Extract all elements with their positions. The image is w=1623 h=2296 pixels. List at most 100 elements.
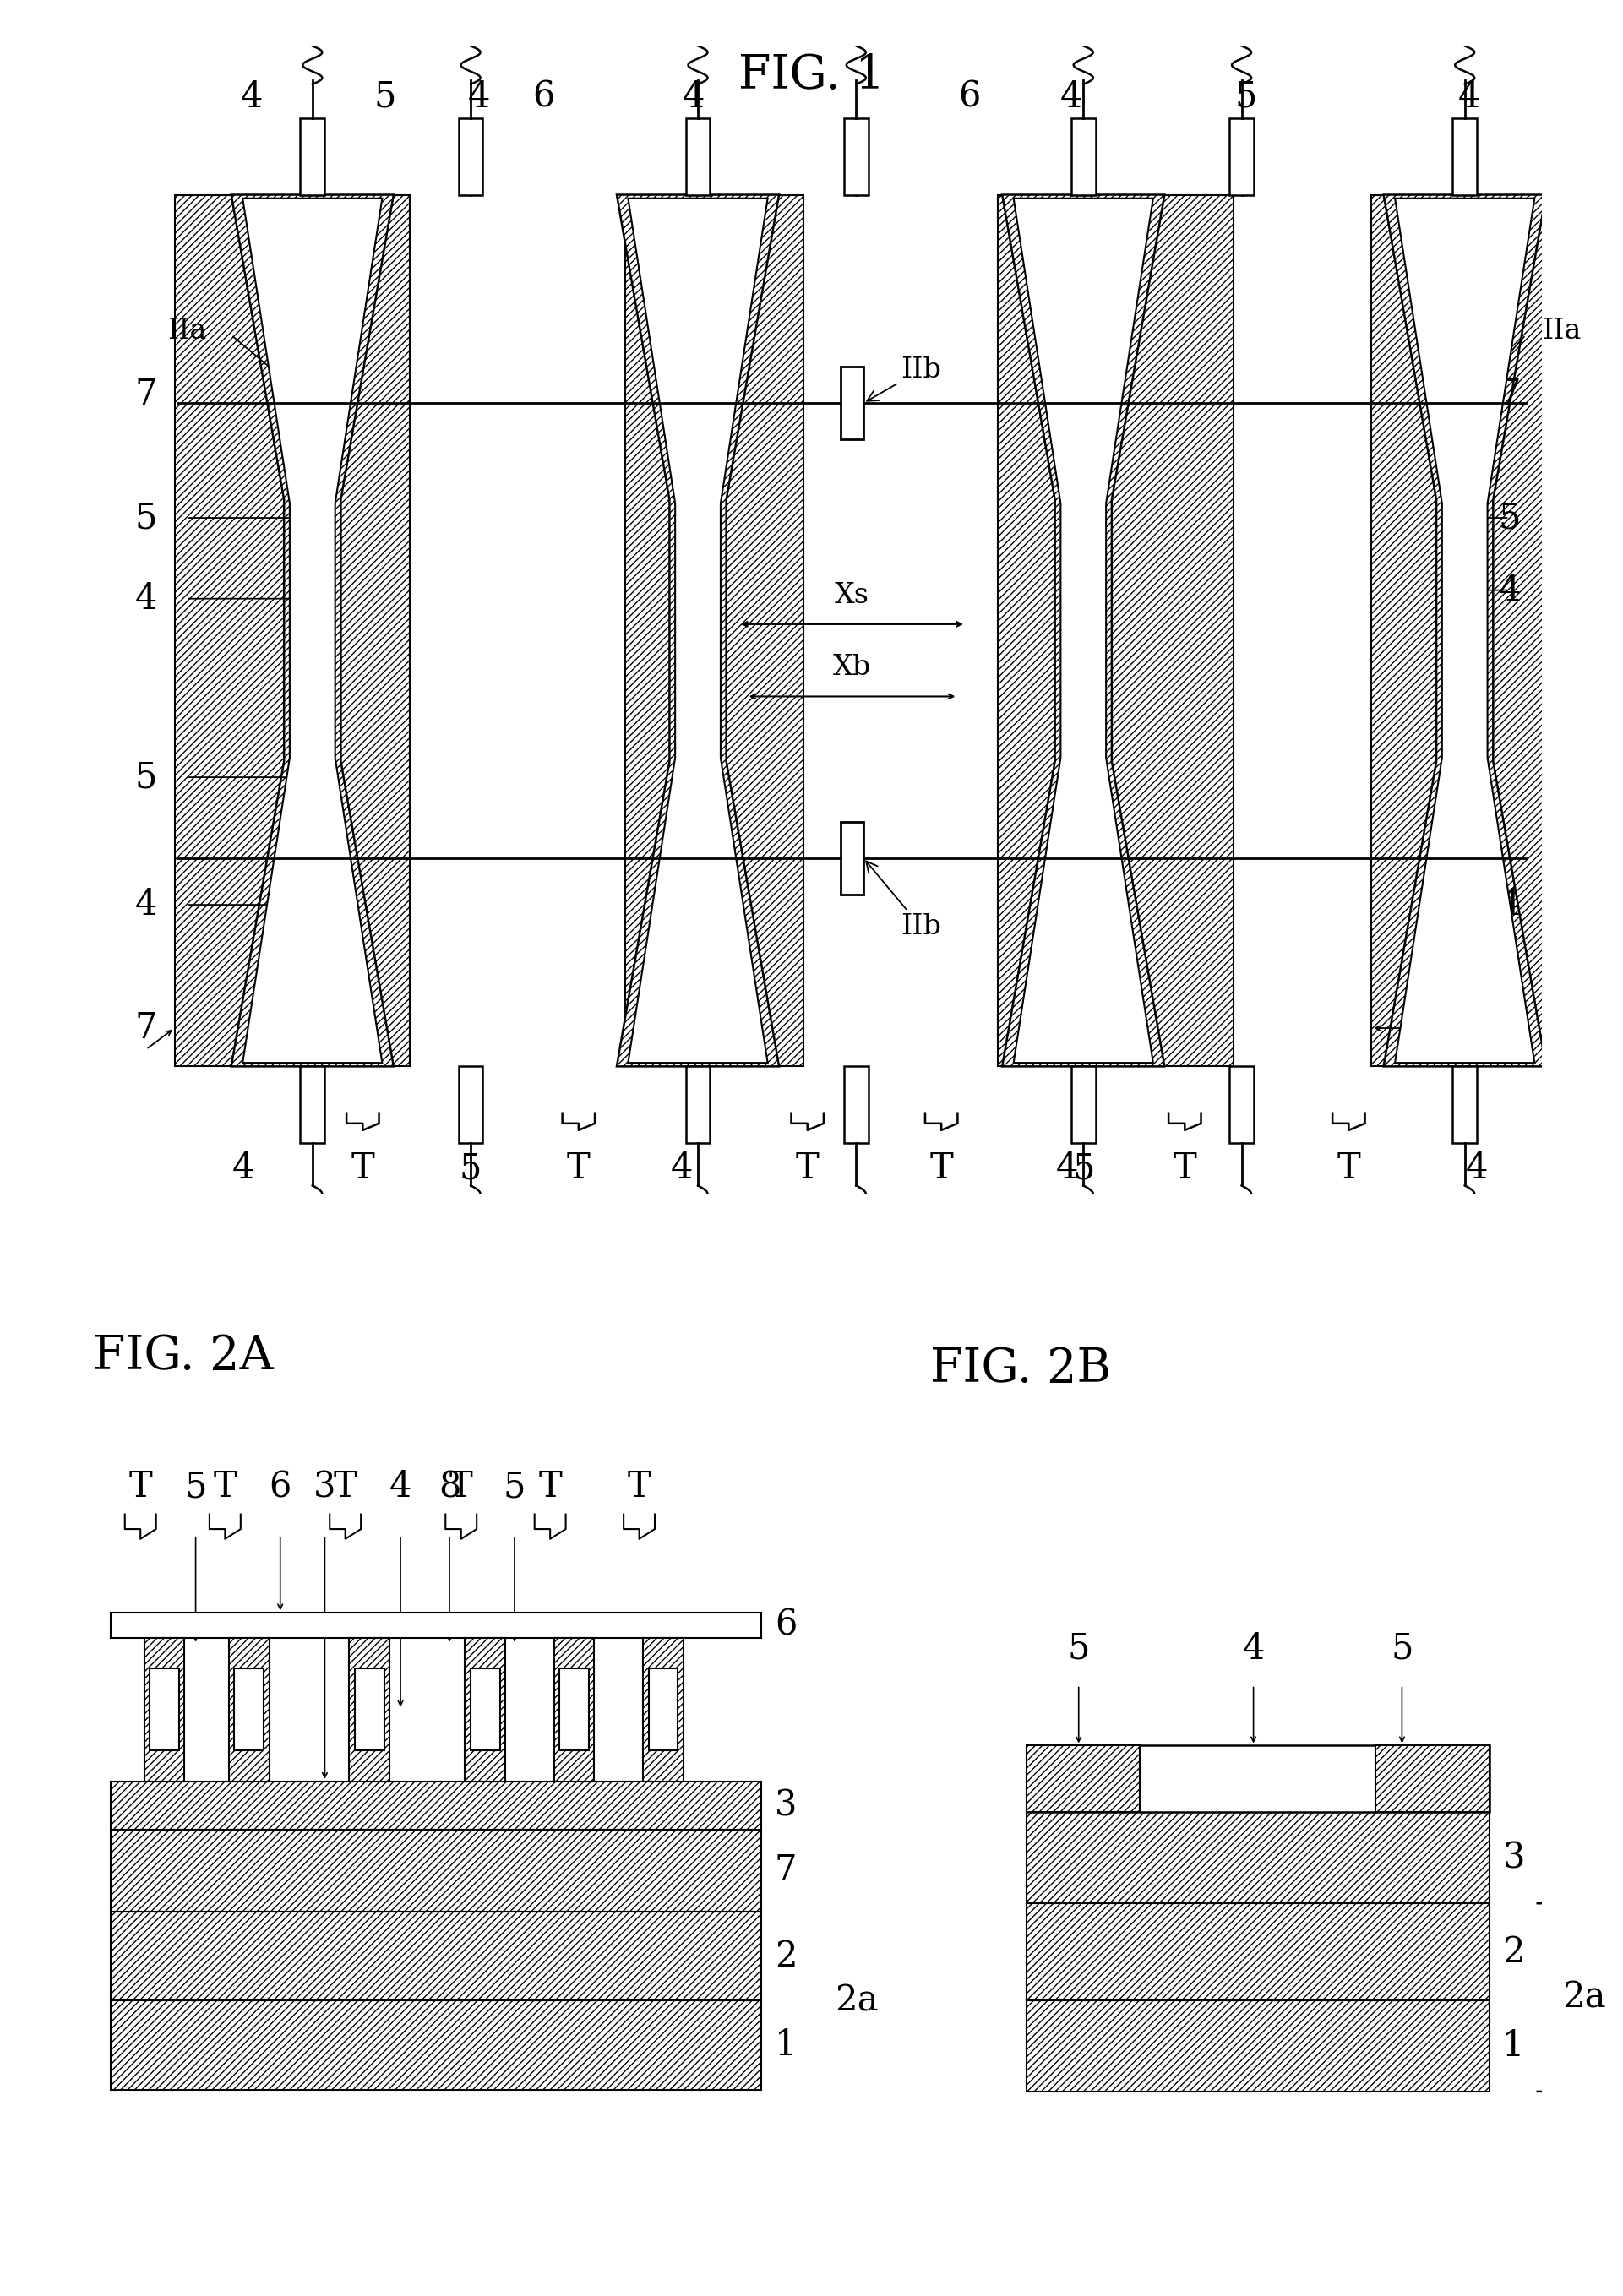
Polygon shape <box>1376 1745 1490 1812</box>
Text: 3: 3 <box>1503 1839 1526 1876</box>
Text: 4: 4 <box>1498 886 1521 923</box>
Polygon shape <box>175 195 409 1065</box>
Text: IIb: IIb <box>867 356 941 402</box>
Bar <box>234 1669 265 1750</box>
Text: FIG. 2B: FIG. 2B <box>930 1345 1112 1391</box>
Text: 5: 5 <box>135 501 157 535</box>
Text: T: T <box>1337 1150 1360 1187</box>
Text: T: T <box>539 1469 562 1504</box>
Text: IIa: IIa <box>167 317 206 344</box>
Text: 4: 4 <box>683 78 704 115</box>
Text: 5: 5 <box>1235 78 1256 115</box>
Text: 4: 4 <box>232 1150 255 1187</box>
Text: T: T <box>128 1469 153 1504</box>
Text: 6: 6 <box>959 78 980 115</box>
Text: 7: 7 <box>135 377 157 413</box>
Polygon shape <box>144 1637 185 1782</box>
Polygon shape <box>553 1637 594 1782</box>
Text: T: T <box>930 1150 953 1187</box>
Bar <box>458 117 484 195</box>
Text: 6: 6 <box>532 78 555 115</box>
Bar <box>1026 1745 1490 1812</box>
Bar <box>1071 1065 1096 1143</box>
Bar <box>458 1065 484 1143</box>
Bar <box>355 1669 385 1750</box>
Bar <box>685 117 711 195</box>
Text: 4: 4 <box>1060 78 1083 115</box>
Polygon shape <box>625 195 803 1065</box>
Text: 5: 5 <box>459 1150 482 1187</box>
Polygon shape <box>110 1830 761 1913</box>
Polygon shape <box>110 1913 761 2000</box>
Text: 6: 6 <box>269 1469 292 1504</box>
Text: 1: 1 <box>1503 2027 1524 2064</box>
Text: 4: 4 <box>135 886 157 923</box>
Text: 7: 7 <box>1498 377 1521 413</box>
Polygon shape <box>1026 1745 1139 1812</box>
Bar <box>685 1065 711 1143</box>
Text: 4: 4 <box>1498 572 1521 608</box>
Bar <box>841 367 863 439</box>
Text: IIb: IIb <box>867 861 941 941</box>
Bar <box>1453 1065 1477 1143</box>
Text: T: T <box>1173 1150 1196 1187</box>
Text: 4: 4 <box>240 78 263 115</box>
Text: 5: 5 <box>1068 1630 1091 1667</box>
Polygon shape <box>1371 195 1550 1065</box>
Text: 7: 7 <box>1498 1010 1521 1047</box>
Text: 5: 5 <box>1498 934 1521 969</box>
Text: 1: 1 <box>774 2027 797 2062</box>
Text: 3: 3 <box>774 1789 797 1823</box>
Text: 2: 2 <box>1503 1933 1526 1970</box>
Text: 2a: 2a <box>1561 1979 1605 2016</box>
Text: T: T <box>566 1150 591 1187</box>
Bar <box>560 1669 589 1750</box>
Text: 5: 5 <box>1073 1150 1094 1187</box>
Bar <box>300 117 325 195</box>
Text: 4: 4 <box>390 1469 412 1504</box>
Polygon shape <box>1383 195 1545 1065</box>
Bar <box>149 1669 179 1750</box>
Bar <box>1230 117 1255 195</box>
Polygon shape <box>110 2000 761 2089</box>
Polygon shape <box>1001 195 1164 1065</box>
Text: 2: 2 <box>774 1938 797 1975</box>
Polygon shape <box>110 1782 761 1830</box>
Text: 4: 4 <box>467 78 490 115</box>
Bar <box>1071 117 1096 195</box>
Text: 7: 7 <box>774 1853 797 1887</box>
Polygon shape <box>243 197 383 1063</box>
Bar <box>841 822 863 893</box>
Text: 5: 5 <box>1391 1630 1414 1667</box>
Polygon shape <box>1013 197 1152 1063</box>
Bar <box>844 1065 868 1143</box>
Text: 3: 3 <box>313 1469 336 1504</box>
Polygon shape <box>617 195 779 1065</box>
Text: T: T <box>450 1469 472 1504</box>
Polygon shape <box>1026 2000 1490 2092</box>
Text: 4: 4 <box>1457 78 1480 115</box>
Text: 4: 4 <box>135 581 157 615</box>
Polygon shape <box>349 1637 390 1782</box>
Polygon shape <box>643 1637 683 1782</box>
Text: 8: 8 <box>438 1469 461 1504</box>
Text: 5: 5 <box>185 1469 206 1504</box>
Text: Xb: Xb <box>833 654 872 682</box>
Bar <box>1453 117 1477 195</box>
Text: T: T <box>628 1469 651 1504</box>
Bar <box>649 1669 678 1750</box>
Bar <box>1230 1065 1255 1143</box>
Text: FIG. 2A: FIG. 2A <box>93 1334 274 1380</box>
Text: 7: 7 <box>135 1010 157 1047</box>
Text: FIG. 1: FIG. 1 <box>738 53 885 99</box>
Text: IIa: IIa <box>1542 317 1581 344</box>
Text: 6: 6 <box>774 1607 797 1644</box>
Bar <box>300 1065 325 1143</box>
Text: 4: 4 <box>670 1150 693 1187</box>
Polygon shape <box>998 195 1233 1065</box>
Text: T: T <box>795 1150 820 1187</box>
Text: 4: 4 <box>1057 1150 1078 1187</box>
Bar <box>471 1669 500 1750</box>
Text: 5: 5 <box>503 1469 526 1504</box>
Polygon shape <box>1026 1812 1490 1903</box>
